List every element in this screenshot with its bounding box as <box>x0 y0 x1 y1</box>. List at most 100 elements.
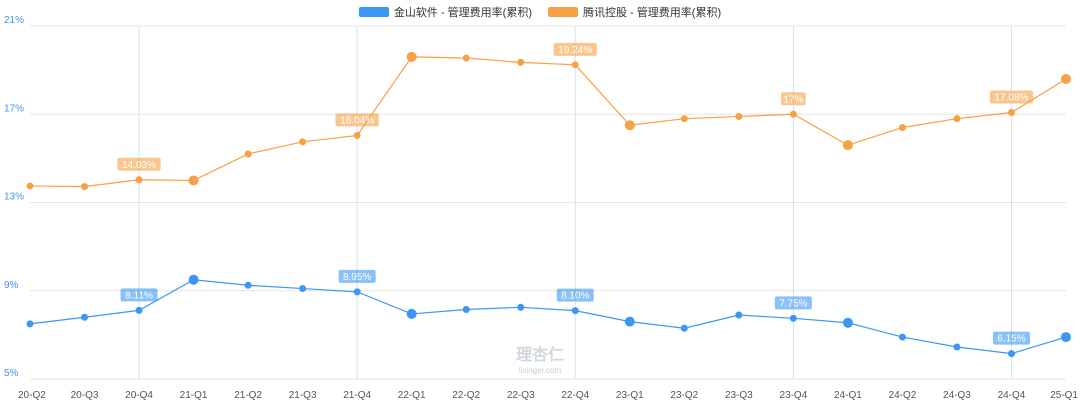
y-tick-label: 13% <box>4 192 24 203</box>
axis-layer: 5% 9% 13% 17% 21% 20-Q2 20-Q3 20-Q4 21-Q1 21-Q2 21… <box>4 15 1078 401</box>
series-line-1 <box>29 279 1067 355</box>
data-label-bg <box>774 296 812 310</box>
watermark-url: lixinger.com <box>519 366 562 375</box>
y-tick-label: 9% <box>4 280 19 291</box>
data-label: 8.95% <box>343 272 371 283</box>
grid-layer <box>30 25 1066 380</box>
data-label-bg <box>556 288 594 302</box>
data-point <box>299 285 307 293</box>
x-tick-label: 23-Q3 <box>725 390 753 401</box>
data-point <box>406 51 417 62</box>
data-label-bg <box>992 331 1030 345</box>
data-label: 8.11% <box>125 290 153 301</box>
data-label-bg <box>781 92 806 106</box>
x-tick-label: 22-Q2 <box>452 390 480 401</box>
data-point <box>353 131 361 139</box>
data-point <box>406 308 417 319</box>
data-point <box>898 333 906 341</box>
data-point <box>517 58 525 66</box>
x-tick-label: 23-Q4 <box>779 390 807 401</box>
data-point <box>789 314 797 322</box>
data-point <box>135 306 143 314</box>
data-point <box>1061 332 1071 343</box>
y-tick-label: 17% <box>4 103 24 114</box>
data-label-bg <box>117 157 161 171</box>
legend-item-series-1[interactable]: 金山软件 - 管理费用率(累积) <box>358 4 532 20</box>
data-point <box>1007 108 1015 116</box>
x-tick-label: 21-Q1 <box>180 390 208 401</box>
y-tick-label: 5% <box>4 368 19 379</box>
data-point <box>188 175 199 186</box>
data-label: 8.10% <box>561 291 589 302</box>
data-point <box>26 320 34 328</box>
x-tick-label: 24-Q1 <box>834 390 862 401</box>
x-tick-label: 21-Q4 <box>343 390 371 401</box>
data-point <box>462 54 470 62</box>
data-label-bg <box>338 269 376 283</box>
x-tick-label: 21-Q2 <box>234 390 262 401</box>
data-point <box>571 307 579 315</box>
x-tick-label: 20-Q2 <box>18 390 46 401</box>
data-point <box>517 303 525 311</box>
x-tick-label: 25-Q1 <box>1050 390 1078 401</box>
data-label-layer: 8.11% 8.95% 8.10% 7.75% 6.15% 14.03% 16.04% 19.… <box>117 42 1034 345</box>
data-point <box>244 281 252 289</box>
watermark-logo: 理杏仁 <box>516 345 564 364</box>
data-point <box>624 316 635 327</box>
series-layer <box>26 51 1071 358</box>
data-label-bg <box>989 90 1034 104</box>
data-point <box>244 150 252 158</box>
data-point <box>898 123 906 131</box>
x-tick-label: 20-Q3 <box>71 390 99 401</box>
data-point <box>81 183 89 191</box>
y-tick-label: 21% <box>4 15 24 26</box>
legend-swatch-series-1 <box>358 7 389 17</box>
data-label: 6.15% <box>997 334 1025 345</box>
data-point <box>299 138 307 146</box>
legend-item-series-2[interactable]: 腾讯控股 - 管理费用率(累积) <box>548 4 721 20</box>
x-tick-label: 21-Q3 <box>289 390 317 401</box>
data-point <box>953 343 961 351</box>
data-point <box>81 313 89 321</box>
legend-label-series-1: 金山软件 - 管理费用率(累积) <box>393 7 532 19</box>
data-label: 14.03% <box>122 160 156 171</box>
data-point <box>842 317 853 328</box>
data-point <box>842 140 853 151</box>
x-tick-label: 23-Q2 <box>670 390 698 401</box>
legend-label-series-2: 腾讯控股 - 管理费用率(累积) <box>583 7 722 19</box>
x-tick-label: 20-Q4 <box>125 390 153 401</box>
data-label-bg <box>120 288 158 302</box>
x-tick-label: 24-Q2 <box>889 390 917 401</box>
data-label: 19.24% <box>558 45 592 56</box>
data-label: 17% <box>783 94 803 105</box>
data-point <box>135 176 143 184</box>
x-tick-label: 22-Q3 <box>507 390 535 401</box>
data-point <box>188 274 199 285</box>
legend-swatch-series-2 <box>548 7 578 17</box>
x-tick-label: 24-Q4 <box>998 390 1026 401</box>
data-point <box>353 288 361 296</box>
data-label: 16.04% <box>340 115 374 126</box>
data-label: 17.08% <box>995 92 1029 103</box>
data-point <box>680 115 688 123</box>
data-point <box>735 311 743 319</box>
data-point <box>571 61 579 69</box>
data-label-bg <box>335 113 379 127</box>
data-label: 7.75% <box>779 298 807 309</box>
data-label-bg <box>553 42 597 56</box>
x-tick-label: 22-Q1 <box>398 390 426 401</box>
data-point <box>462 306 470 314</box>
data-point <box>26 182 34 190</box>
data-point <box>953 115 961 123</box>
data-point <box>1061 73 1071 84</box>
watermark: 理杏仁 lixinger.com <box>516 345 564 375</box>
data-point <box>680 324 688 332</box>
data-point <box>1007 350 1015 358</box>
chart-legend: 金山软件 - 管理费用率(累积) 腾讯控股 - 管理费用率(累积) <box>0 4 1080 20</box>
series-line-2 <box>29 56 1067 188</box>
data-point <box>735 112 743 120</box>
x-tick-label: 23-Q1 <box>616 390 644 401</box>
data-point <box>789 110 797 118</box>
